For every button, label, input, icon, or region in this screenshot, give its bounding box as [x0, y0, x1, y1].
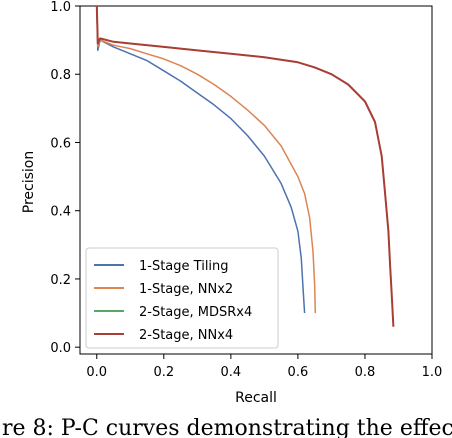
legend-box: [85, 247, 279, 349]
lines-layer: [95, 5, 395, 327]
ticks-layer: 0.0 0.2 0.4 0.6 0.8 1.0 0.0 0.2 0.4 0.6 0.8 1.0: [50, 0, 442, 380]
series-line-4: [95, 5, 395, 327]
y-tick-label: 0.2: [50, 273, 71, 288]
y-tick-label: 1.0: [50, 0, 71, 15]
plot-area: 0.0 0.2 0.4 0.6 0.8 1.0 0.0 0.2 0.4 0.6 0.8 1.0: [50, 0, 442, 380]
x-tick-label: 0.8: [355, 365, 376, 380]
x-tick-label: 0.4: [221, 365, 242, 380]
x-tick-label: 0.0: [86, 365, 107, 380]
y-tick-label: 0.0: [50, 341, 71, 356]
plot-frame: [79, 5, 433, 355]
legend: 1-Stage Tiling 1-Stage, NNx2 2-Stage, MDSR…: [85, 247, 279, 349]
y-tick-label: 0.6: [50, 136, 71, 151]
legend-label: 2-Stage, MDSRx4: [139, 305, 252, 320]
series-line-1: [96, 5, 306, 314]
y-tick-label: 0.4: [50, 205, 71, 220]
y-axis-label: Precision: [21, 151, 37, 213]
legend-items: 1-Stage Tiling 1-Stage, NNx2 2-Stage, MDSR…: [94, 259, 252, 343]
precision-recall-chart: 0.0 0.2 0.4 0.6 0.8 1.0 0.0 0.2 0.4 0.6 0.8 1.0 Rec…: [21, 0, 442, 406]
legend-label: 1-Stage, NNx2: [139, 282, 233, 297]
figure-caption: re 8: P-C curves demonstrating the effec…: [2, 418, 452, 438]
y-tick-label: 0.8: [50, 68, 71, 83]
legend-label: 2-Stage, NNx4: [139, 328, 233, 343]
x-axis-label: Recall: [235, 390, 277, 406]
x-tick-label: 0.6: [288, 365, 309, 380]
x-tick-label: 0.2: [153, 365, 174, 380]
x-tick-label: 1.0: [422, 365, 443, 380]
series-line-2: [96, 5, 317, 314]
legend-label: 1-Stage Tiling: [139, 259, 229, 274]
